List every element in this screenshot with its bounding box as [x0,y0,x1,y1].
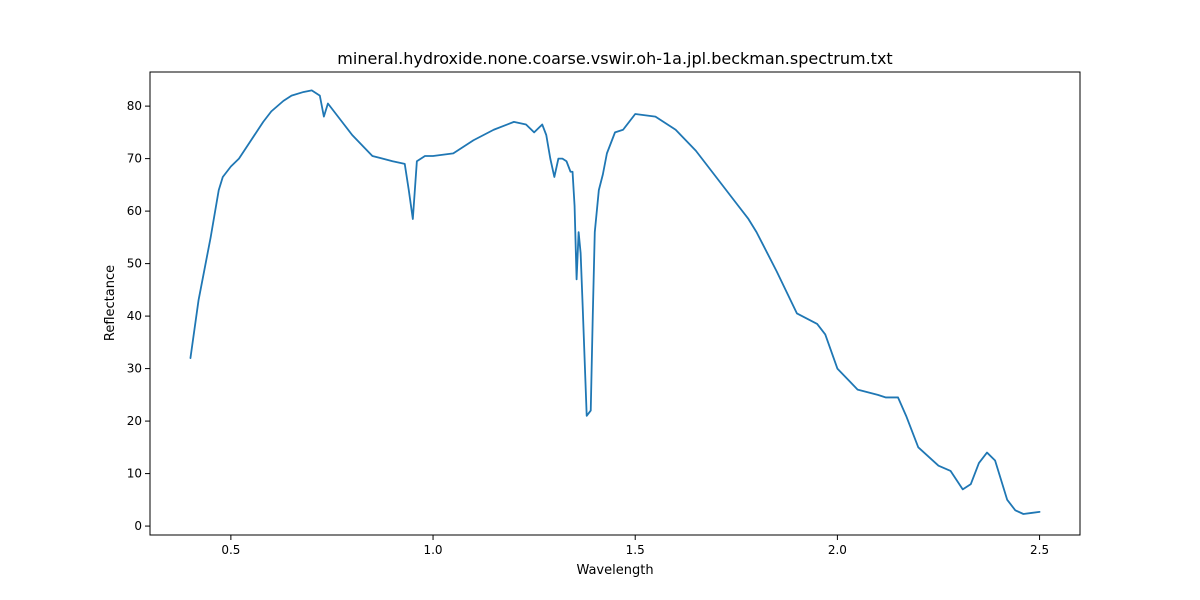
x-tick-label: 2.5 [1030,543,1049,557]
x-tick-label: 1.0 [423,543,442,557]
x-tick-label: 0.5 [221,543,240,557]
x-tick-label: 2.0 [828,543,847,557]
y-tick-label: 60 [127,204,142,218]
y-tick-label: 30 [127,362,142,376]
plot-area [150,72,1080,535]
y-tick-label: 0 [134,519,142,533]
y-tick-label: 50 [127,257,142,271]
series-line [189,89,1041,515]
chart-title: mineral.hydroxide.none.coarse.vswir.oh-1… [337,49,892,68]
plot-frame [149,71,1081,536]
series-layer [189,89,1041,515]
ticks-layer: 0.5 1.0 1.5 2.0 2.5 0 10 20 30 40 50 60 70 80 [127,99,1049,557]
y-tick-label: 70 [127,152,142,166]
y-tick-label: 80 [127,99,142,113]
y-axis-label: Reflectance [103,265,118,341]
x-tick-label: 1.5 [626,543,645,557]
y-tick-label: 10 [127,467,142,481]
y-tick-label: 20 [127,414,142,428]
y-tick-label: 40 [127,309,142,323]
x-axis-label: Wavelength [576,563,653,578]
